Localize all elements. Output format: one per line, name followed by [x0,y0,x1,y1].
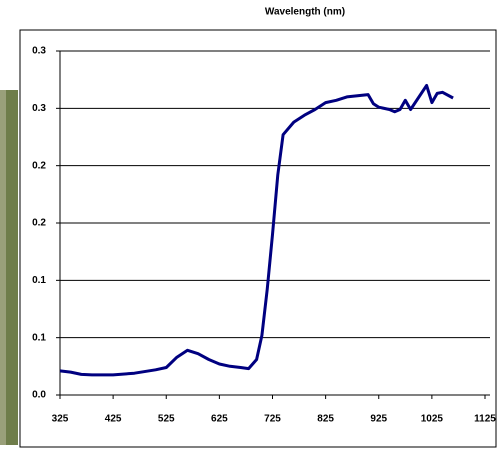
y-tick-label: 0.2 [32,160,46,171]
photo-strip-light [0,90,6,445]
y-tick-label: 0.3 [32,103,46,114]
x-tick-label: 1125 [474,414,496,425]
x-tick-label: 825 [317,414,334,425]
x-tick-label: 725 [264,414,281,425]
y-tick-label: 0.3 [32,46,46,57]
data-line [59,83,454,377]
x-tick-label: 525 [158,414,175,425]
chart-title: Wavelength (nm) [265,7,345,18]
x-tick-label: 1025 [421,414,444,425]
x-tick-label: 625 [211,414,228,425]
x-tick-label: 925 [370,414,387,425]
x-tick-label: 325 [52,414,69,425]
y-tick-label: 0.2 [32,218,46,229]
chart-frame [19,29,497,448]
y-tick-label: 0.1 [32,332,46,343]
x-tick-label: 425 [105,414,122,425]
y-tick-label: 0.0 [32,390,46,401]
y-tick-label: 0.1 [32,275,46,286]
